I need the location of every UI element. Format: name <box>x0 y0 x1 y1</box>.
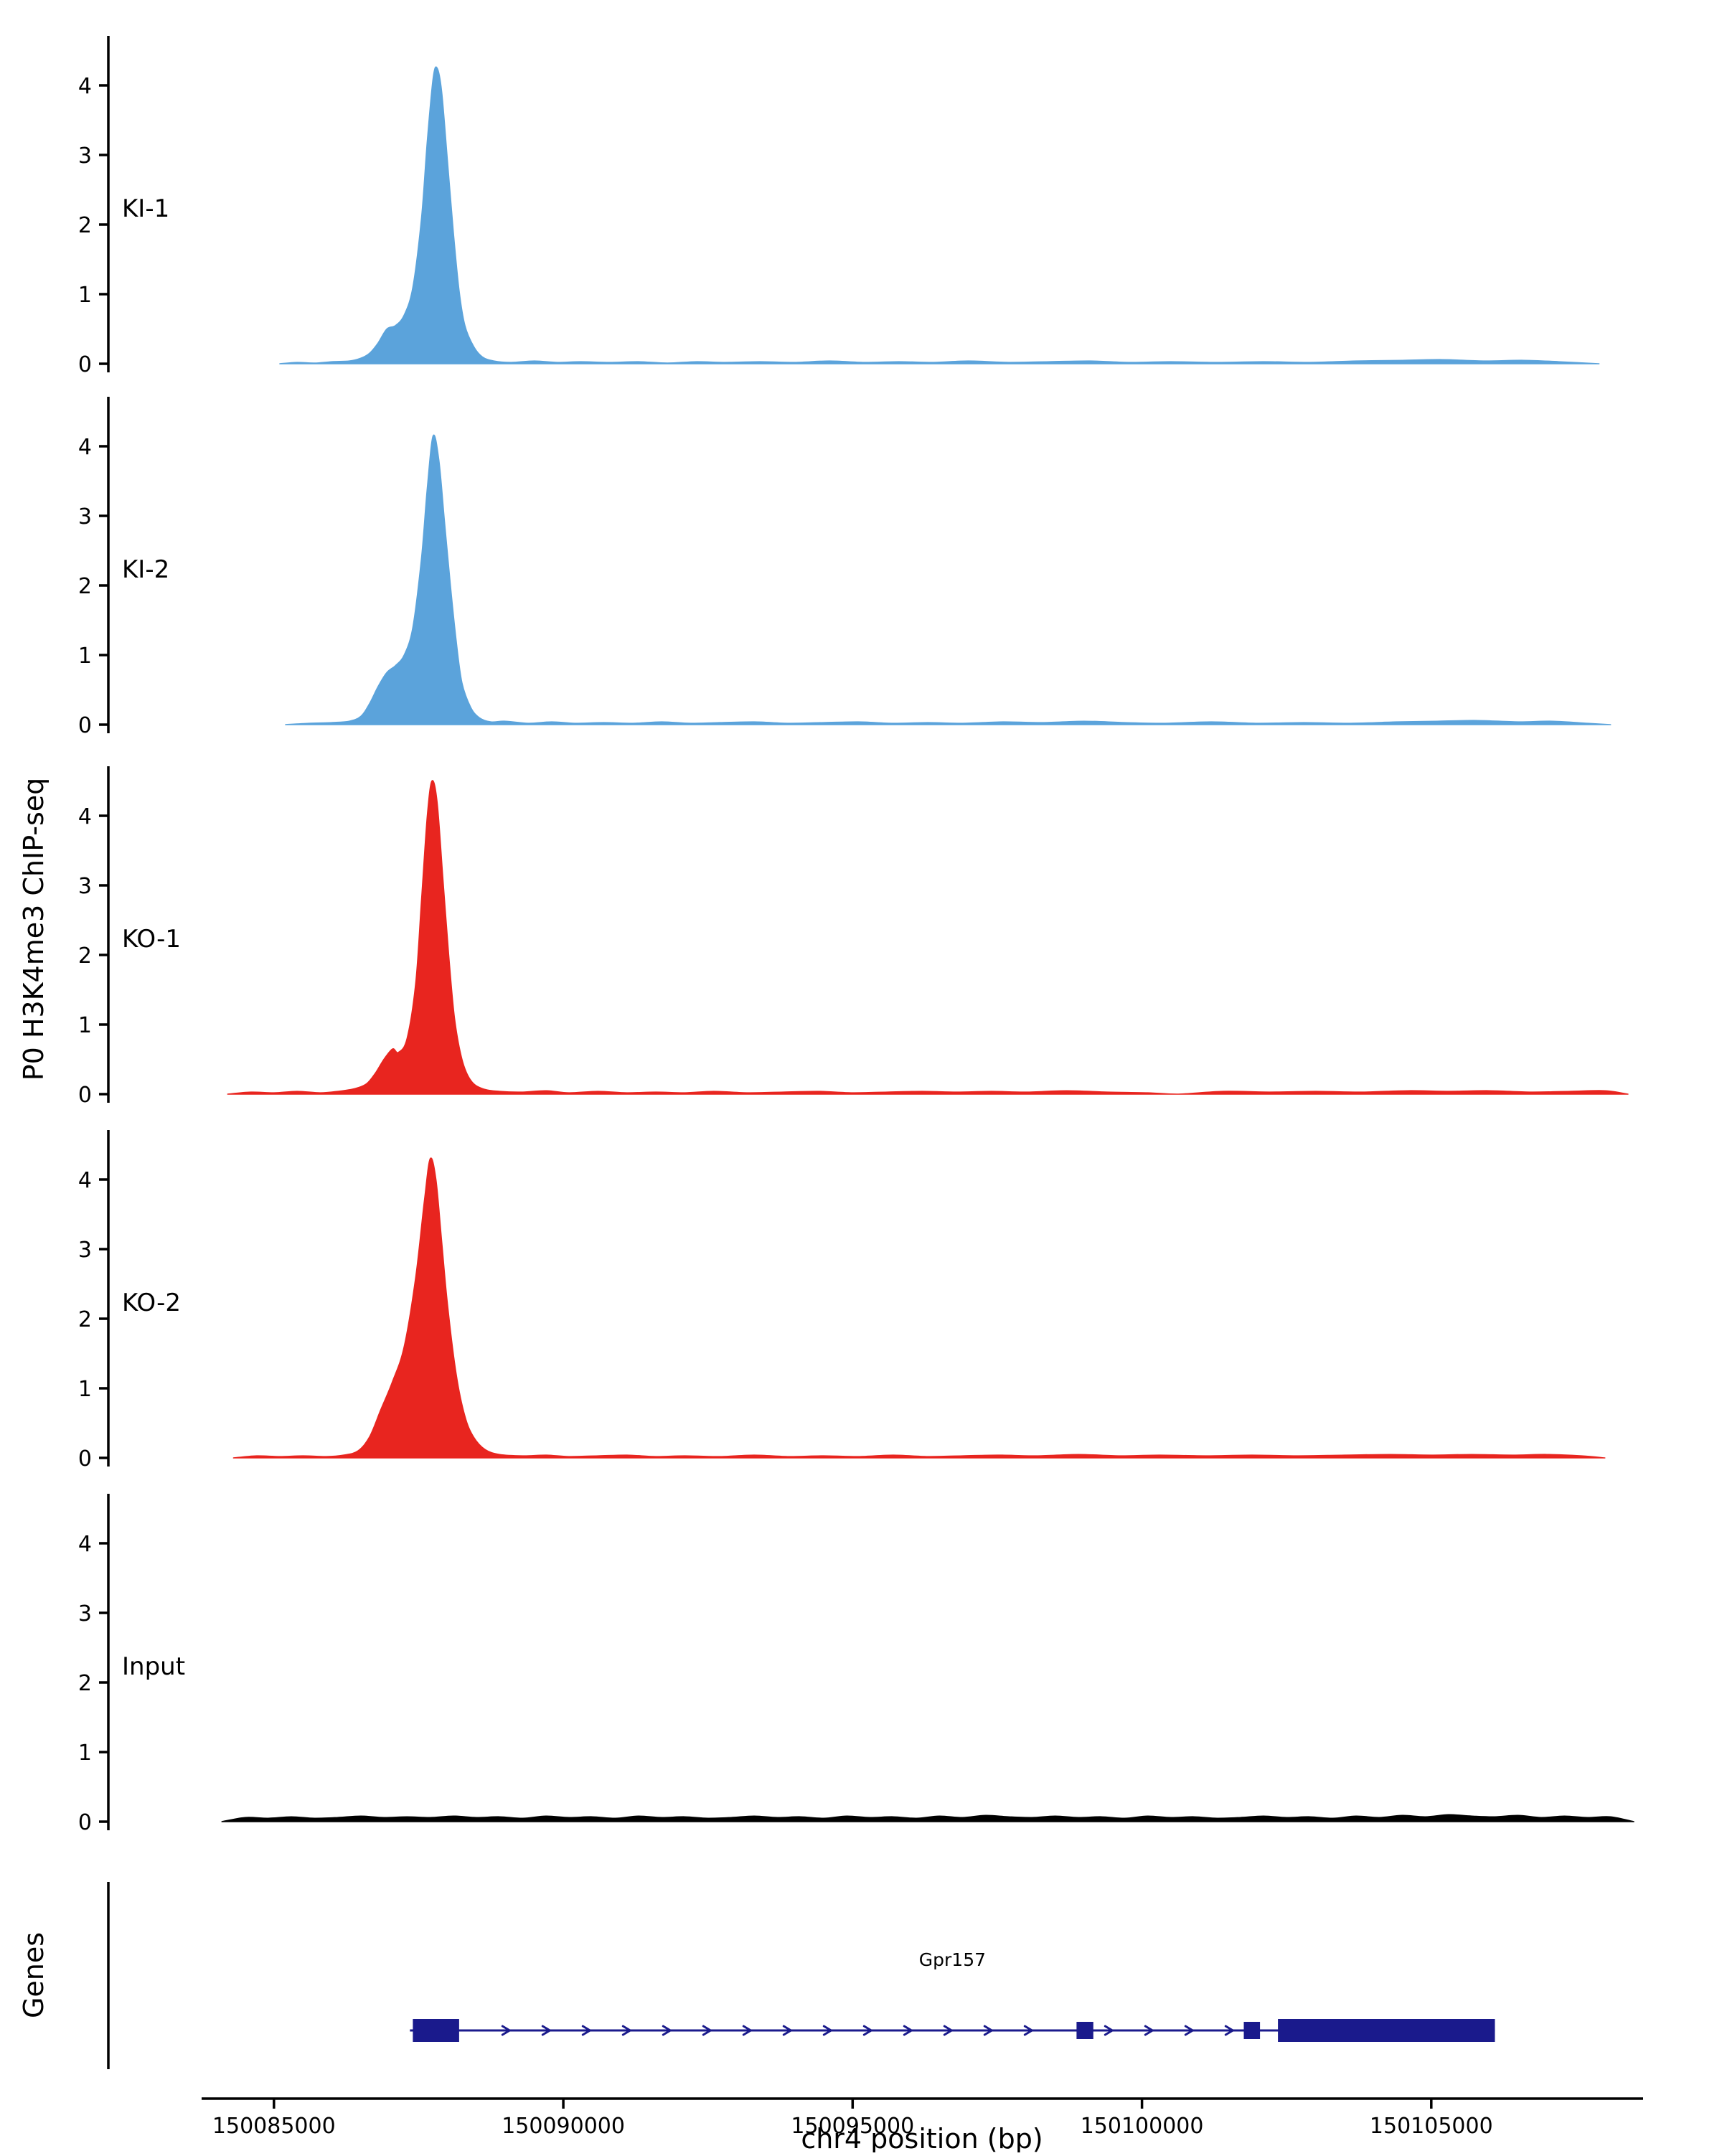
signal-area-KI-2 <box>285 434 1612 725</box>
y-tick-label: 0 <box>78 713 92 738</box>
track-panel-KO-1: 0 1 2 3 4 KO-1 <box>78 766 1629 1108</box>
track-label-KI-2: KI-2 <box>122 555 169 584</box>
x-tick-label: 150095000 <box>791 2114 914 2139</box>
y-tick-label: 0 <box>78 1810 92 1835</box>
x-tick-label: 150090000 <box>502 2114 625 2139</box>
gene-name-label: Gpr157 <box>919 1949 986 1970</box>
track-label-KO-2: KO-2 <box>122 1289 181 1317</box>
y-tick-label: 3 <box>78 1601 92 1627</box>
strand-arrow-icon <box>1023 2025 1033 2036</box>
y-tick-label: 2 <box>78 574 92 599</box>
strand-arrow-icon <box>501 2025 511 2036</box>
strand-arrow-icon <box>1224 2025 1234 2036</box>
exon-rect <box>1076 2022 1093 2039</box>
strand-arrow-icon <box>541 2025 551 2036</box>
strand-arrow-icon <box>1184 2025 1194 2036</box>
y-tick-label: 3 <box>78 504 92 529</box>
track-label-Input: Input <box>122 1652 185 1681</box>
y-tick-label: 4 <box>78 435 92 460</box>
y-tick-label: 3 <box>78 1238 92 1263</box>
track-panel-KI-1: 0 1 2 3 4 KI-1 <box>78 36 1600 377</box>
track-label-KI-1: KI-1 <box>122 194 169 223</box>
track-panel-KI-2: 0 1 2 3 4 KI-2 <box>78 397 1612 738</box>
strand-arrow-icon <box>943 2025 953 2036</box>
x-axis-title: chr4 position (bp) <box>801 2123 1043 2152</box>
strand-arrow-icon <box>903 2025 913 2036</box>
signal-area-Input <box>221 1814 1634 1822</box>
x-axis-layer: 150085000 150090000 150095000 150100000 1501… <box>202 2097 1643 2139</box>
y-tick-label: 4 <box>78 1168 92 1193</box>
y-tick-label: 1 <box>78 1377 92 1402</box>
strand-arrow-icon <box>822 2025 832 2036</box>
y-tick-label: 1 <box>78 1013 92 1038</box>
y-tick-label: 4 <box>78 74 92 99</box>
y-tick-label: 3 <box>78 874 92 899</box>
track-panel-Input: 0 1 2 3 4 Input <box>78 1494 1634 1835</box>
y-tick-label: 1 <box>78 644 92 669</box>
strand-arrow-icon <box>742 2025 752 2036</box>
exon-rect <box>413 2019 459 2042</box>
signal-area-KO-1 <box>227 780 1629 1095</box>
signal-area-KI-1 <box>279 66 1600 364</box>
strand-arrow-icon <box>983 2025 993 2036</box>
tracks-layer: 0 1 2 3 4 KI-1 0 1 2 3 4 KI-2 0 1 2 3 4 KO-1 0 1 2 3 4 KO-2 0 1 2 3… <box>78 36 1634 1835</box>
y-tick-label: 2 <box>78 1307 92 1332</box>
y-tick-label: 2 <box>78 213 92 238</box>
y-tick-label: 4 <box>78 1532 92 1557</box>
strand-arrow-icon <box>621 2025 631 2036</box>
y-tick-label: 2 <box>78 943 92 969</box>
strand-arrow-icon <box>662 2025 672 2036</box>
y-tick-label: 0 <box>78 1446 92 1472</box>
x-tick-label: 150085000 <box>212 2114 336 2139</box>
strand-arrow-icon <box>581 2025 591 2036</box>
track-panel-KO-2: 0 1 2 3 4 KO-2 <box>78 1130 1606 1472</box>
y-tick-label: 3 <box>78 143 92 169</box>
strand-arrow-icon <box>862 2025 872 2036</box>
gene-track-layer: Gpr157 <box>107 1882 1495 2069</box>
strand-arrow-icon <box>782 2025 792 2036</box>
signal-area-KO-2 <box>232 1157 1606 1459</box>
exon-rect <box>1243 2022 1261 2039</box>
strand-arrow-icon <box>702 2025 712 2036</box>
y-tick-label: 4 <box>78 804 92 829</box>
strand-arrow-icon <box>1144 2025 1154 2036</box>
y-tick-label: 2 <box>78 1671 92 1696</box>
exon-rect <box>1278 2019 1495 2042</box>
y-tick-label: 1 <box>78 1741 92 1766</box>
y-tick-label: 0 <box>78 1083 92 1108</box>
y-tick-label: 0 <box>78 352 92 377</box>
genes-axis-title: Genes <box>18 1932 50 2018</box>
y-axis-title: P0 H3K4me3 ChIP-seq <box>18 778 50 1081</box>
x-tick-label: 150105000 <box>1370 2114 1493 2139</box>
track-label-KO-1: KO-1 <box>122 925 181 954</box>
x-tick-label: 150100000 <box>1081 2114 1204 2139</box>
strand-arrow-icon <box>1104 2025 1114 2036</box>
gene-model-Gpr157: Gpr157 <box>410 1949 1495 2042</box>
y-tick-label: 1 <box>78 283 92 308</box>
